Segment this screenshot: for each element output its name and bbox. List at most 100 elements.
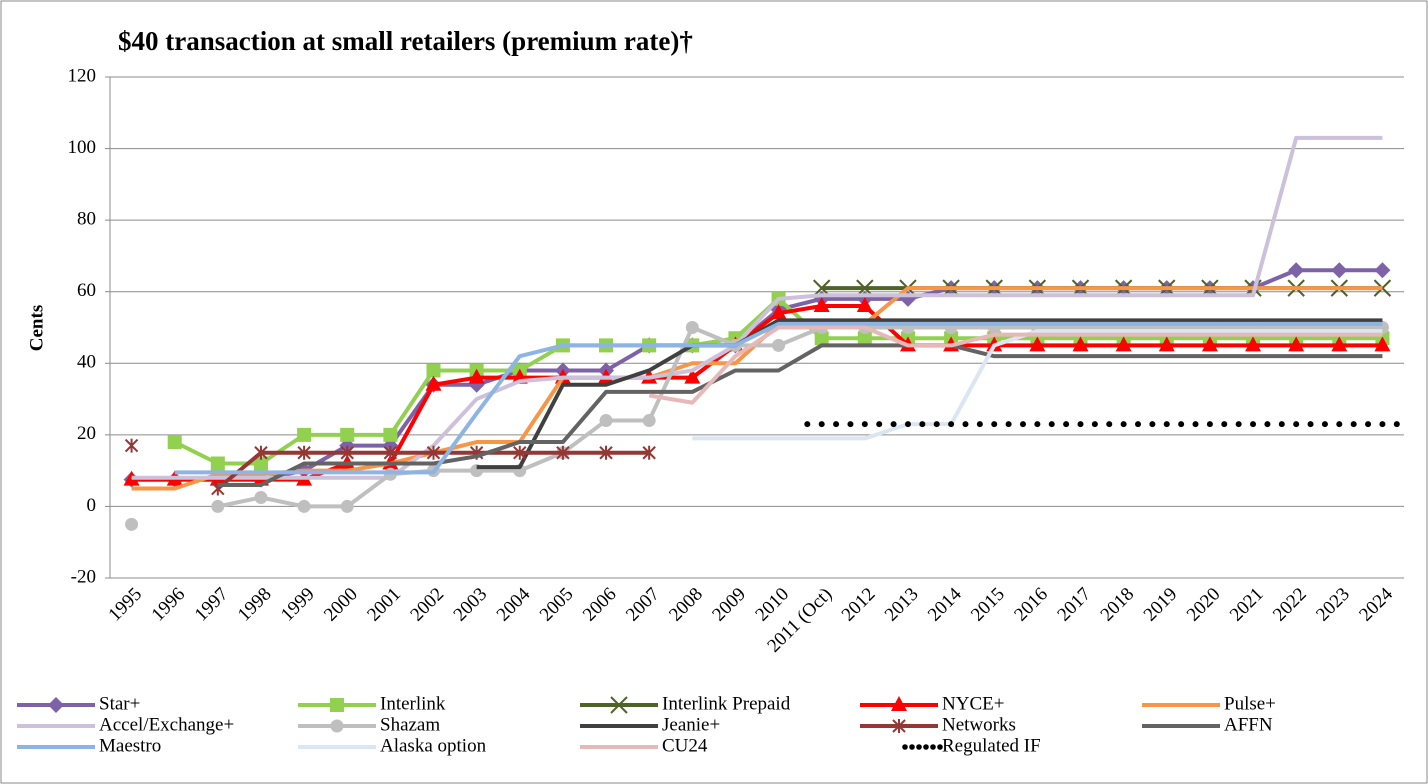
legend-label: Jeanie+ xyxy=(662,714,720,735)
marker xyxy=(211,499,225,513)
marker xyxy=(340,445,354,460)
legend-swatch xyxy=(930,744,936,750)
marker xyxy=(556,445,570,460)
marker xyxy=(847,421,854,428)
marker xyxy=(818,421,825,428)
marker xyxy=(962,421,969,428)
chart-title: $40 transaction at small retailers (prem… xyxy=(118,26,693,56)
legend-label: Regulated IF xyxy=(942,735,1041,756)
marker xyxy=(1245,336,1262,352)
marker xyxy=(1072,336,1089,352)
legend-item: AFFN xyxy=(1142,714,1273,735)
legend-label: NYCE+ xyxy=(942,693,1004,714)
marker xyxy=(685,321,699,334)
marker xyxy=(772,338,786,352)
marker xyxy=(804,421,811,428)
legend-item: NYCE+ xyxy=(860,693,1004,714)
marker xyxy=(933,421,940,428)
legend-label: AFFN xyxy=(1224,714,1273,735)
y-axis-label: Cents xyxy=(26,305,47,351)
marker xyxy=(599,445,613,460)
marker xyxy=(1048,421,1055,428)
marker xyxy=(210,456,225,471)
marker xyxy=(513,445,527,460)
y-tick-label: 120 xyxy=(68,65,97,86)
legend-swatch xyxy=(937,744,943,750)
legend-item: Shazam xyxy=(298,714,440,735)
series xyxy=(174,321,1383,475)
marker xyxy=(1331,336,1348,352)
marker xyxy=(919,421,926,428)
marker xyxy=(253,456,268,471)
marker xyxy=(814,331,829,346)
marker xyxy=(330,698,344,712)
marker xyxy=(610,696,628,714)
series xyxy=(692,329,1383,441)
marker xyxy=(426,445,441,460)
marker xyxy=(254,490,268,504)
marker xyxy=(1250,421,1257,428)
series xyxy=(804,421,1400,428)
marker xyxy=(383,427,398,442)
legend-item: Jeanie+ xyxy=(580,714,720,735)
marker xyxy=(297,499,311,513)
marker xyxy=(1178,421,1185,428)
y-tick-label: 60 xyxy=(77,280,96,301)
marker xyxy=(1063,421,1070,428)
marker xyxy=(1288,336,1305,352)
series xyxy=(217,343,1383,487)
series xyxy=(131,135,1383,480)
legend-item: Interlink xyxy=(298,693,446,714)
legend-label: Maestro xyxy=(99,735,161,756)
series xyxy=(124,438,656,496)
marker xyxy=(856,297,873,313)
marker xyxy=(1331,262,1348,279)
marker xyxy=(1206,421,1213,428)
marker xyxy=(48,697,64,713)
marker xyxy=(1091,421,1098,428)
legend-label: Star+ xyxy=(99,693,140,714)
legend-item: Accel/Exchange+ xyxy=(17,714,234,735)
marker xyxy=(1374,336,1391,352)
marker xyxy=(1115,336,1132,352)
marker xyxy=(1336,421,1343,428)
marker xyxy=(770,304,787,320)
series-line xyxy=(217,343,1383,487)
legend-swatch xyxy=(902,744,908,750)
y-tick-label: 100 xyxy=(68,137,97,158)
marker xyxy=(297,427,312,442)
marker xyxy=(1029,336,1046,352)
y-tick-label: 20 xyxy=(77,423,96,444)
legend-label: Accel/Exchange+ xyxy=(99,714,234,735)
marker xyxy=(1307,421,1314,428)
marker xyxy=(1374,262,1391,279)
legend-item: Networks xyxy=(860,714,1016,735)
marker xyxy=(125,517,139,531)
legend-swatch xyxy=(923,744,929,750)
marker xyxy=(1077,421,1084,428)
marker xyxy=(1221,421,1228,428)
marker xyxy=(1034,421,1041,428)
marker xyxy=(876,421,883,428)
marker xyxy=(383,445,398,460)
marker xyxy=(642,445,656,460)
legend-label: Interlink xyxy=(380,693,446,714)
marker xyxy=(892,719,906,733)
legend-label: Interlink Prepaid xyxy=(662,693,791,714)
series xyxy=(476,318,1383,470)
y-tick-label: 40 xyxy=(77,352,96,373)
series-line xyxy=(692,329,1383,441)
legend-item: Maestro xyxy=(17,735,161,756)
marker xyxy=(1365,421,1372,428)
series xyxy=(648,325,1383,405)
marker xyxy=(340,499,354,513)
legend-label: Shazam xyxy=(380,714,440,735)
marker xyxy=(890,421,897,428)
marker xyxy=(330,719,344,733)
marker xyxy=(1393,421,1400,428)
marker xyxy=(1235,421,1242,428)
marker xyxy=(254,445,268,460)
marker xyxy=(976,421,983,428)
